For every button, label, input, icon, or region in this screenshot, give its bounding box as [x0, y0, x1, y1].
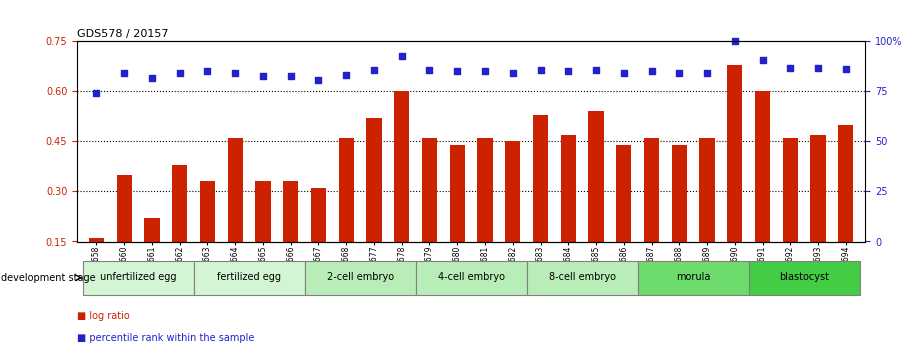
- Point: [811, 65, 825, 71]
- Point: [616, 70, 631, 76]
- Point: [756, 57, 770, 62]
- Bar: [194, 261, 304, 295]
- Text: GDS578 / 20157: GDS578 / 20157: [77, 29, 169, 39]
- Text: ■ percentile rank within the sample: ■ percentile rank within the sample: [77, 333, 255, 343]
- Point: [672, 70, 687, 76]
- Point: [89, 90, 103, 96]
- Bar: [89, 238, 104, 292]
- Bar: [227, 138, 243, 292]
- Bar: [255, 181, 271, 292]
- Point: [783, 65, 797, 71]
- Text: 2-cell embryo: 2-cell embryo: [326, 272, 394, 282]
- Bar: [82, 261, 194, 295]
- Point: [644, 69, 659, 74]
- Bar: [699, 138, 715, 292]
- Point: [394, 53, 409, 59]
- Bar: [838, 125, 853, 292]
- Text: 4-cell embryo: 4-cell embryo: [438, 272, 505, 282]
- Text: development stage: development stage: [1, 273, 95, 283]
- Point: [589, 67, 603, 72]
- Point: [728, 39, 742, 44]
- Point: [534, 67, 548, 72]
- Bar: [477, 138, 493, 292]
- Bar: [506, 141, 520, 292]
- Point: [506, 70, 520, 76]
- Text: morula: morula: [676, 272, 710, 282]
- Bar: [644, 138, 660, 292]
- Point: [312, 77, 326, 82]
- Bar: [200, 181, 215, 292]
- Bar: [638, 261, 748, 295]
- Bar: [117, 175, 132, 292]
- Bar: [533, 115, 548, 292]
- Bar: [311, 188, 326, 292]
- Point: [367, 67, 381, 72]
- Point: [145, 75, 159, 81]
- Bar: [283, 181, 298, 292]
- Bar: [526, 261, 638, 295]
- Point: [200, 69, 215, 74]
- Bar: [561, 135, 576, 292]
- Bar: [394, 91, 410, 292]
- Bar: [810, 135, 825, 292]
- Point: [477, 69, 492, 74]
- Bar: [449, 145, 465, 292]
- Point: [228, 70, 243, 76]
- Point: [284, 73, 298, 79]
- Bar: [588, 111, 603, 292]
- Point: [172, 70, 187, 76]
- Bar: [671, 145, 687, 292]
- Bar: [783, 138, 798, 292]
- Text: unfertilized egg: unfertilized egg: [100, 272, 177, 282]
- Bar: [144, 218, 159, 292]
- Text: ■ log ratio: ■ log ratio: [77, 311, 130, 321]
- Point: [839, 66, 853, 71]
- Bar: [616, 145, 631, 292]
- Point: [699, 70, 714, 76]
- Bar: [304, 261, 416, 295]
- Bar: [339, 138, 354, 292]
- Point: [422, 67, 437, 72]
- Bar: [422, 138, 437, 292]
- Point: [339, 72, 353, 78]
- Point: [450, 69, 465, 74]
- Bar: [172, 165, 188, 292]
- Text: blastocyst: blastocyst: [779, 272, 829, 282]
- Point: [561, 69, 575, 74]
- Bar: [755, 91, 770, 292]
- Point: [117, 70, 131, 76]
- Point: [255, 73, 270, 79]
- Bar: [416, 261, 526, 295]
- Bar: [728, 65, 742, 292]
- Text: 8-cell embryo: 8-cell embryo: [549, 272, 616, 282]
- Bar: [366, 118, 381, 292]
- Bar: [748, 261, 860, 295]
- Text: fertilized egg: fertilized egg: [217, 272, 281, 282]
